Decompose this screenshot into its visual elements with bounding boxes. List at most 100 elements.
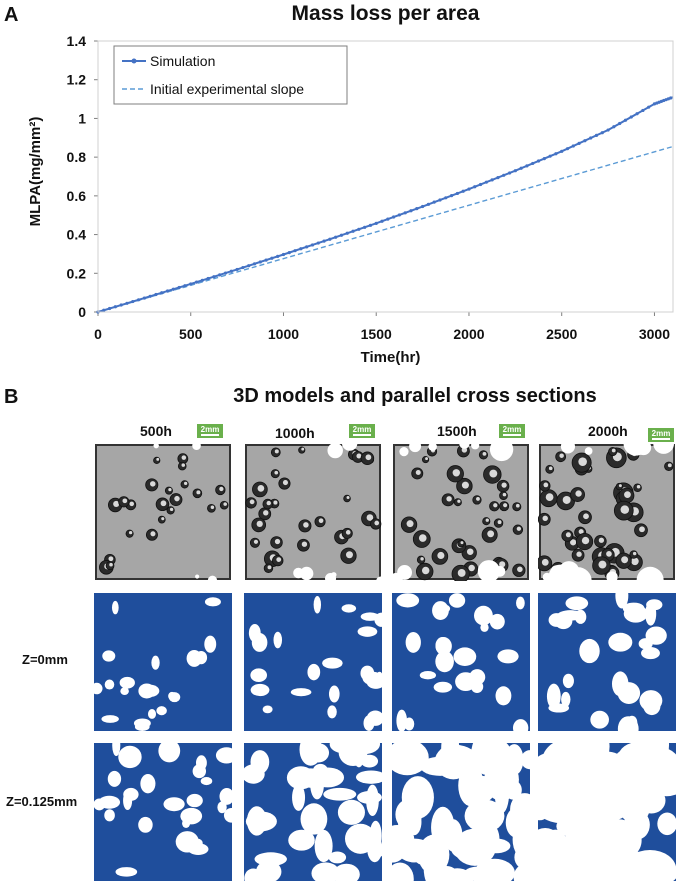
model-pit-highlight (446, 496, 452, 502)
section-void (138, 816, 153, 833)
model-pit-highlight (266, 500, 271, 506)
tile-section-z0-1500h (392, 593, 530, 731)
simulation-point (136, 298, 141, 302)
section-void (204, 635, 217, 653)
simulation-point (241, 265, 245, 270)
model-edge-void (548, 564, 572, 581)
simulation-point (270, 256, 274, 260)
section-void (367, 834, 382, 863)
section-void (273, 631, 283, 649)
model-pit-highlight (489, 469, 498, 478)
model-pit-highlight (575, 490, 582, 497)
row-label-z0: Z=0mm (22, 652, 68, 667)
model-pit-highlight (345, 551, 353, 559)
model-pit-highlight (345, 530, 351, 535)
series-line-experimental (97, 145, 674, 313)
model-pit-highlight (356, 453, 362, 459)
section-void (435, 744, 478, 775)
row-label-z0125: Z=0.125mm (6, 794, 78, 809)
chart-title: Mass loss per area (291, 2, 480, 25)
model-pit-highlight (420, 557, 424, 561)
section-void (423, 848, 443, 881)
simulation-point (189, 282, 193, 286)
model-pit-highlight (487, 530, 495, 538)
model-pit-highlight (415, 469, 421, 475)
legend-label-experimental: Initial experimental slope (150, 81, 304, 97)
model-pit-highlight (210, 505, 215, 510)
section-void (561, 691, 571, 707)
legend-marker-simulation (131, 58, 137, 64)
section-void (557, 743, 595, 769)
model-pit-highlight (576, 551, 582, 557)
model-pit-highlight (631, 557, 639, 566)
model-pit-highlight (548, 466, 553, 471)
section-void (497, 649, 519, 664)
tile-section-z0125-2000h (538, 743, 676, 881)
section-title: 3D models and parallel cross sections (233, 385, 597, 407)
section-void (435, 637, 450, 655)
model-pit-highlight (502, 492, 507, 497)
model-pit-highlight (452, 469, 461, 477)
section-void (186, 793, 203, 808)
section-void (120, 687, 129, 696)
simulation-point (142, 296, 146, 300)
section-void (204, 597, 221, 607)
model-pit-highlight (516, 526, 522, 531)
model-pit-highlight (301, 541, 308, 547)
simulation-point (444, 196, 448, 200)
x-tick-label: 1000 (268, 326, 299, 342)
section-void (556, 780, 582, 807)
simulation-point (490, 178, 494, 182)
model-pit-highlight (196, 490, 201, 495)
tile-3d-model-2000h (538, 443, 675, 581)
model-pit-highlight (257, 485, 265, 492)
section-void (355, 770, 382, 784)
simulation-point (669, 96, 673, 100)
model-pit-highlight (174, 495, 180, 502)
y-tick-label: 1 (78, 110, 86, 126)
simulation-point (310, 243, 315, 247)
section-void (512, 818, 530, 861)
model-edge-void (653, 443, 675, 454)
simulation-point (363, 225, 367, 229)
col-label-500h: 500h (140, 423, 172, 439)
section-void (453, 647, 477, 666)
section-void (156, 706, 167, 716)
simulation-point (339, 233, 344, 237)
model-pit-highlight (181, 455, 187, 460)
model-pit-highlight (276, 557, 282, 562)
simulation-point (612, 125, 616, 129)
section-void (94, 798, 106, 811)
simulation-point (629, 115, 633, 119)
model-edge-void (623, 443, 648, 456)
simulation-point (113, 305, 117, 309)
model-pit-highlight (150, 481, 156, 487)
section-void (200, 777, 213, 786)
simulation-point (316, 241, 320, 245)
simulation-point (426, 202, 430, 206)
model-pit-highlight (618, 484, 622, 488)
section-void (102, 650, 116, 662)
simulation-point (218, 273, 222, 277)
section-void (392, 862, 414, 881)
model-pit-highlight (559, 453, 564, 458)
model-pit-highlight (406, 520, 414, 528)
section-void (538, 769, 557, 807)
section-void (478, 611, 489, 623)
model-pit-highlight (581, 536, 590, 545)
section-void (608, 632, 633, 652)
model-pit-highlight (515, 503, 520, 508)
section-void (516, 596, 525, 610)
model-edge-void (560, 443, 576, 454)
simulation-point (623, 118, 628, 122)
section-void (286, 766, 315, 790)
simulation-point (478, 182, 483, 187)
section-void (327, 705, 337, 719)
model-body (393, 444, 529, 580)
y-tick-label: 0.8 (67, 149, 87, 165)
simulation-point (473, 185, 477, 189)
section-void (546, 683, 561, 709)
simulation-point (600, 131, 604, 135)
section-void (217, 801, 227, 814)
model-pit-highlight (128, 531, 133, 535)
